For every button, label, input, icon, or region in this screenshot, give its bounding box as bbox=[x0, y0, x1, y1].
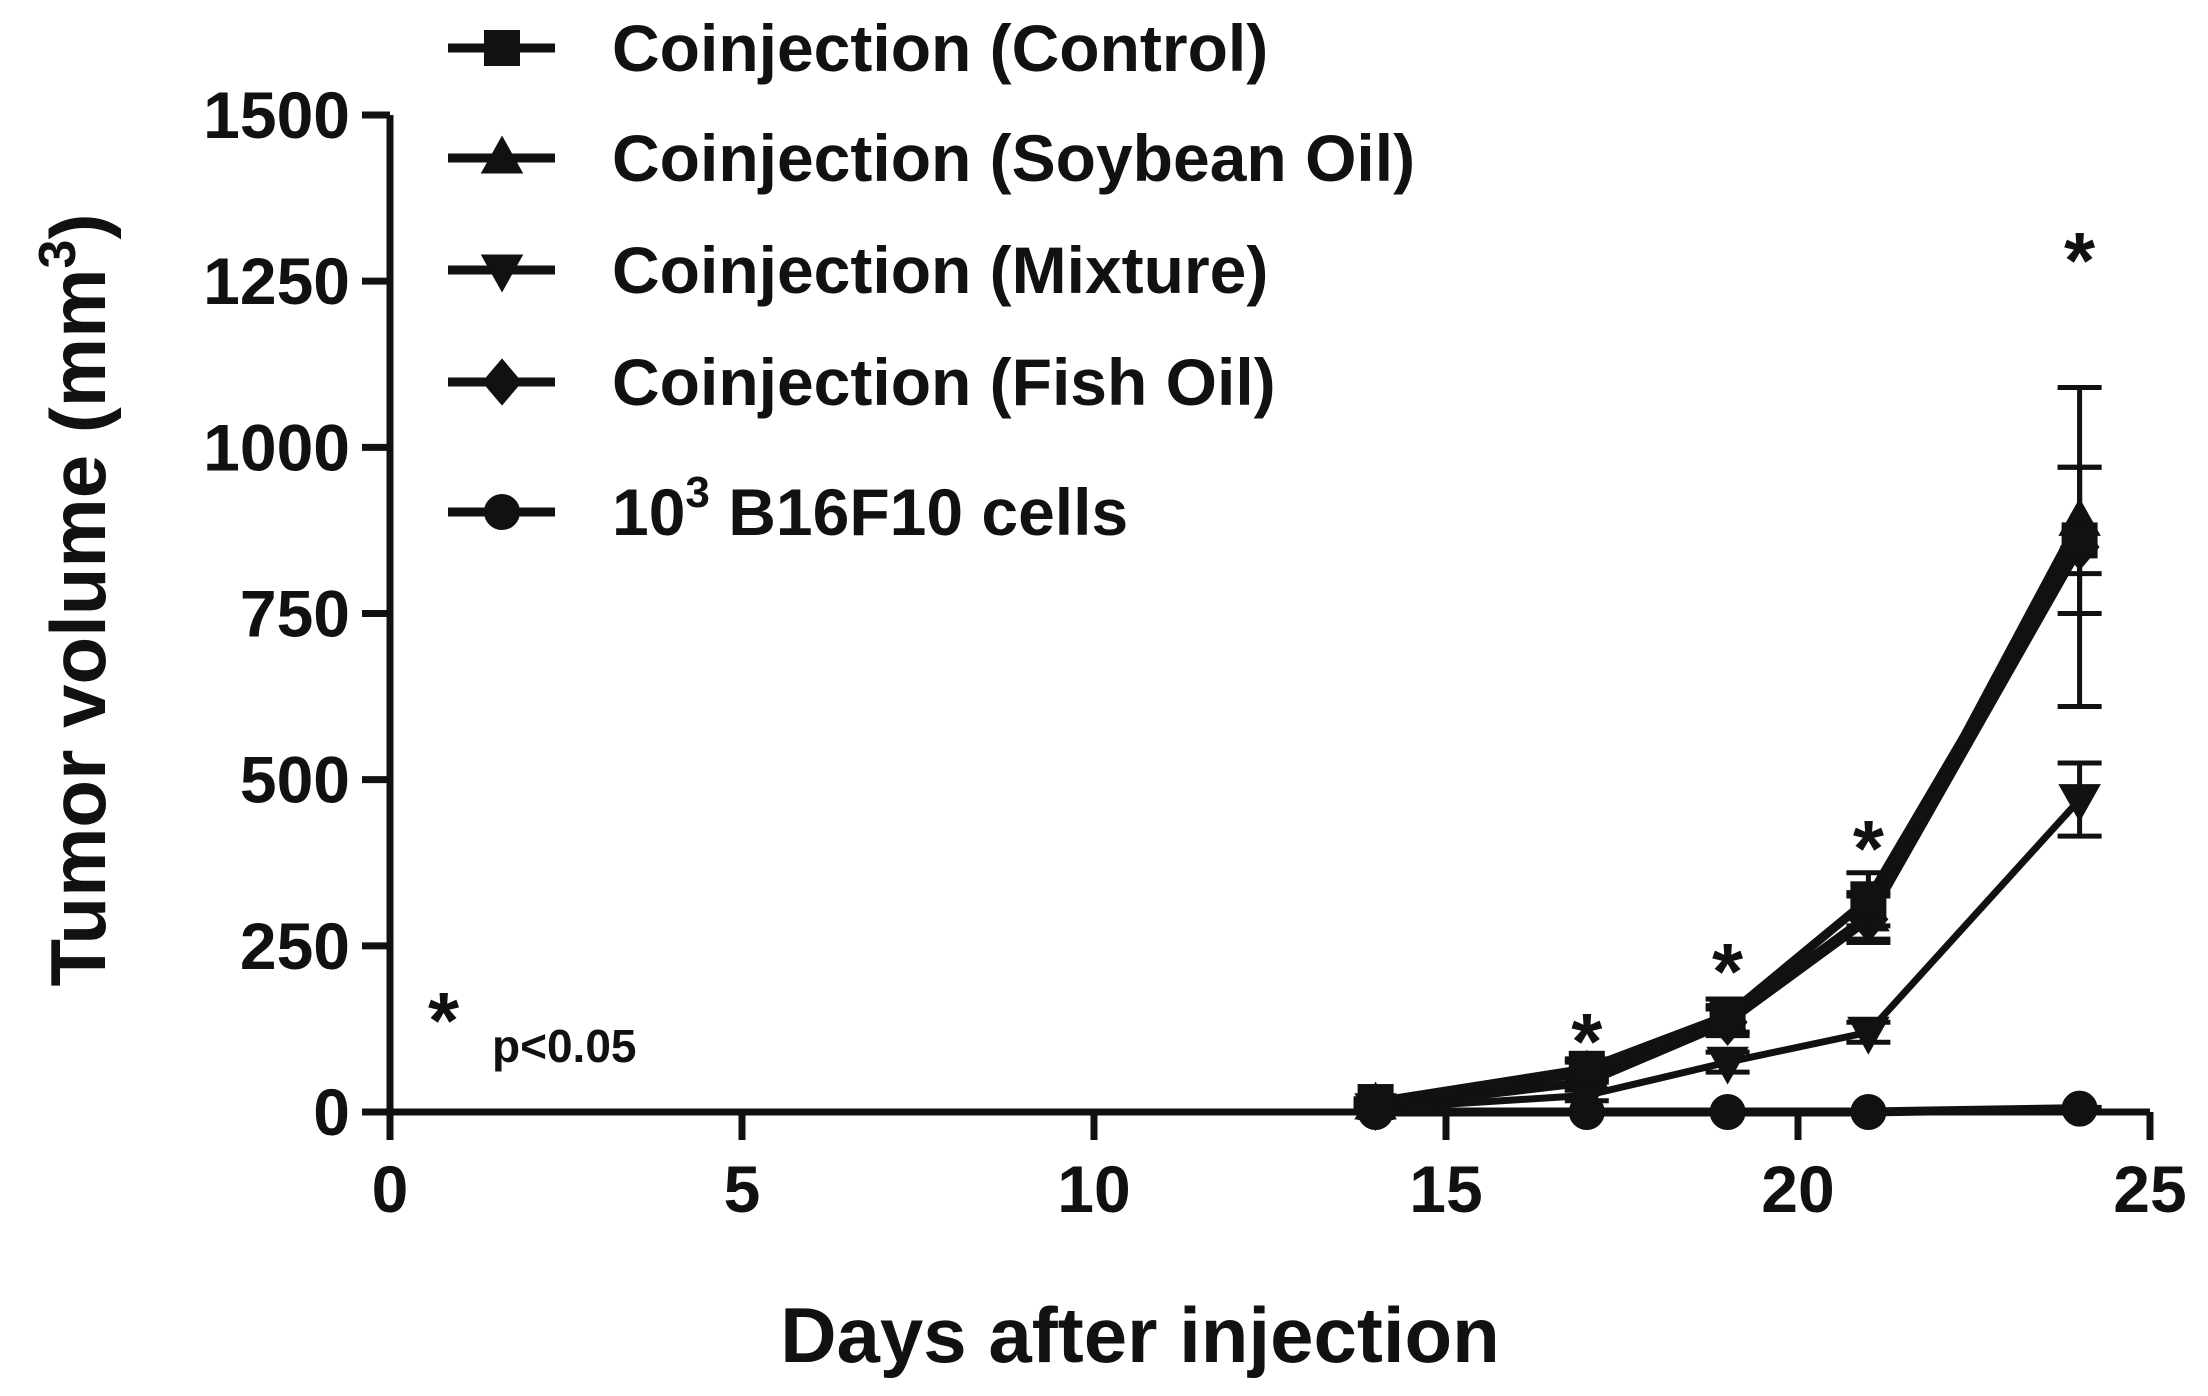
y-axis-title: Tumor volume (mm3) bbox=[29, 214, 122, 987]
legend-marker bbox=[480, 135, 524, 174]
y-tick-label: 1000 bbox=[203, 410, 350, 484]
x-axis-title: Days after injection bbox=[780, 1291, 1500, 1379]
x-tick-label: 10 bbox=[1057, 1152, 1130, 1226]
x-tick-label: 15 bbox=[1409, 1152, 1482, 1226]
data-point bbox=[1847, 1016, 1890, 1055]
y-axis-title-main: Tumor volume (mm bbox=[34, 268, 122, 986]
plot-area: * * * * bbox=[1353, 216, 2102, 1132]
data-point bbox=[2061, 522, 2098, 559]
legend-item-3: Coinjection (Mixture) bbox=[448, 233, 1268, 307]
legend-marker bbox=[481, 358, 523, 406]
x-tick-label: 20 bbox=[1761, 1152, 1834, 1226]
y-axis-title-superscript: 3 bbox=[29, 240, 87, 269]
y-axis-title-suffix: ) bbox=[34, 214, 122, 240]
significance-star: * bbox=[1571, 997, 1603, 1086]
y-tick-label: 1500 bbox=[203, 78, 350, 152]
data-point bbox=[2058, 784, 2101, 823]
legend-label: 103 B16F10 cells bbox=[612, 468, 1128, 549]
legend-marker bbox=[480, 254, 524, 293]
legend-item-5: 103 B16F10 cells bbox=[448, 468, 1128, 549]
significance-star: * bbox=[1853, 804, 1885, 893]
y-tick-label: 750 bbox=[240, 577, 350, 651]
data-point bbox=[1709, 997, 1746, 1034]
legend-label: Coinjection (Soybean Oil) bbox=[612, 121, 1415, 195]
significance-star: * bbox=[2064, 216, 2096, 305]
legend-label: Coinjection (Mixture) bbox=[612, 233, 1268, 307]
series-1 bbox=[1353, 464, 2102, 1121]
x-tick-label: 25 bbox=[2113, 1152, 2186, 1226]
y-tick-label: 250 bbox=[240, 909, 350, 983]
legend-label: Coinjection (Fish Oil) bbox=[612, 345, 1276, 419]
y-tick-label: 500 bbox=[240, 743, 350, 817]
legend-item-1: Coinjection (Control) bbox=[448, 11, 1268, 85]
x-tick-label: 0 bbox=[372, 1152, 409, 1226]
legend-marker bbox=[484, 30, 520, 66]
data-point bbox=[1568, 1050, 1605, 1087]
note-p-value: p<0.05 bbox=[492, 1020, 637, 1072]
data-point bbox=[1850, 881, 1887, 918]
legend-label: Coinjection (Control) bbox=[612, 11, 1268, 85]
note-star: * bbox=[428, 976, 460, 1065]
y-tick-label: 1250 bbox=[203, 244, 350, 318]
legend-item-2: Coinjection (Soybean Oil) bbox=[448, 121, 1415, 195]
legend: Coinjection (Control) Coinjection (Soybea… bbox=[448, 11, 1415, 549]
legend-item-4: Coinjection (Fish Oil) bbox=[448, 345, 1276, 419]
x-tick-label: 5 bbox=[724, 1152, 761, 1226]
significance-star: * bbox=[1712, 927, 1744, 1016]
data-point bbox=[1706, 1046, 1749, 1085]
y-tick-label: 0 bbox=[313, 1075, 350, 1149]
legend-marker bbox=[484, 494, 520, 530]
